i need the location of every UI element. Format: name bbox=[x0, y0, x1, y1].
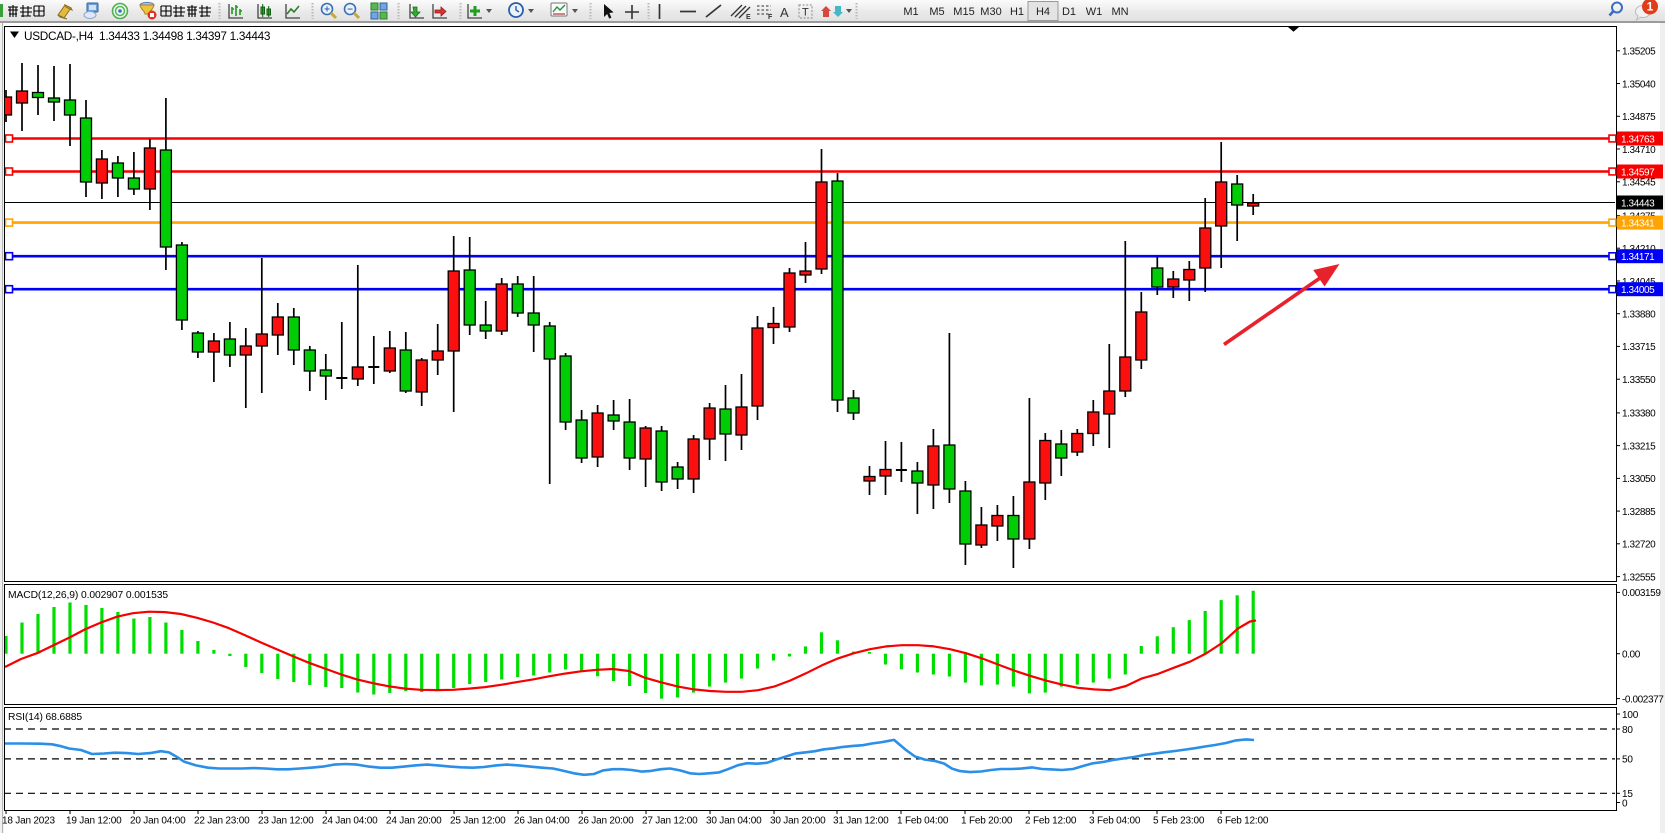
svg-text:M15: M15 bbox=[953, 6, 974, 18]
svg-text:1.35040: 1.35040 bbox=[1622, 79, 1656, 90]
svg-text:20 Jan 04:00: 20 Jan 04:00 bbox=[130, 816, 186, 827]
svg-text:T: T bbox=[802, 7, 809, 19]
svg-text:1 Feb 20:00: 1 Feb 20:00 bbox=[961, 816, 1013, 827]
svg-text:30 Jan 04:00: 30 Jan 04:00 bbox=[706, 816, 762, 827]
svg-text:1.33550: 1.33550 bbox=[1622, 375, 1656, 386]
svg-text:26 Jan 04:00: 26 Jan 04:00 bbox=[514, 816, 570, 827]
svg-text:1.34171: 1.34171 bbox=[1621, 252, 1655, 263]
svg-text:0: 0 bbox=[1622, 798, 1628, 809]
svg-text:MACD(12,26,9) 0.002907 0.00153: MACD(12,26,9) 0.002907 0.001535 bbox=[8, 590, 168, 601]
svg-text:E: E bbox=[746, 14, 751, 21]
svg-text:80: 80 bbox=[1622, 725, 1633, 736]
svg-text:-0.002377: -0.002377 bbox=[1622, 694, 1664, 705]
svg-text:5 Feb 23:00: 5 Feb 23:00 bbox=[1153, 816, 1205, 827]
svg-text:18 Jan 2023: 18 Jan 2023 bbox=[2, 816, 55, 827]
svg-text:1.34005: 1.34005 bbox=[1621, 285, 1655, 296]
svg-text:1.35205: 1.35205 bbox=[1622, 47, 1656, 58]
svg-text:M30: M30 bbox=[980, 6, 1001, 18]
svg-text:MN: MN bbox=[1111, 6, 1128, 18]
svg-text:27 Jan 12:00: 27 Jan 12:00 bbox=[642, 816, 698, 827]
svg-text:+: + bbox=[324, 5, 330, 16]
svg-text:D1: D1 bbox=[1062, 6, 1076, 18]
svg-text:1 Feb 04:00: 1 Feb 04:00 bbox=[897, 816, 949, 827]
svg-text:1.34710: 1.34710 bbox=[1622, 145, 1656, 156]
svg-text:100: 100 bbox=[1622, 710, 1639, 721]
svg-text:23 Jan 12:00: 23 Jan 12:00 bbox=[258, 816, 314, 827]
svg-text:15: 15 bbox=[1622, 789, 1633, 800]
svg-text:M1: M1 bbox=[903, 6, 918, 18]
svg-text:26 Jan 20:00: 26 Jan 20:00 bbox=[578, 816, 634, 827]
svg-text:H4: H4 bbox=[1036, 6, 1050, 18]
svg-text:H1: H1 bbox=[1010, 6, 1024, 18]
svg-text:F: F bbox=[768, 14, 773, 21]
svg-text:25 Jan 12:00: 25 Jan 12:00 bbox=[450, 816, 506, 827]
svg-text:31 Jan 12:00: 31 Jan 12:00 bbox=[833, 816, 889, 827]
svg-text:1.32720: 1.32720 bbox=[1622, 540, 1656, 551]
svg-text:24 Jan 20:00: 24 Jan 20:00 bbox=[386, 816, 442, 827]
svg-text:1.33880: 1.33880 bbox=[1622, 310, 1656, 321]
svg-text:2 Feb 12:00: 2 Feb 12:00 bbox=[1025, 816, 1077, 827]
svg-text:1.33715: 1.33715 bbox=[1622, 342, 1656, 353]
svg-text:USDCAD-,H4 1.34433 1.34498 1.: USDCAD-,H4 1.34433 1.34498 1.34397 1.344… bbox=[24, 29, 271, 43]
svg-text:1.34443: 1.34443 bbox=[1621, 198, 1655, 209]
svg-text:1.34341: 1.34341 bbox=[1621, 218, 1655, 229]
svg-text:M5: M5 bbox=[929, 6, 944, 18]
svg-text:1.34597: 1.34597 bbox=[1621, 167, 1655, 178]
svg-text:3 Feb 04:00: 3 Feb 04:00 bbox=[1089, 816, 1141, 827]
svg-text:1.34545: 1.34545 bbox=[1622, 178, 1656, 189]
svg-text:1: 1 bbox=[1647, 0, 1654, 14]
svg-text:6 Feb 12:00: 6 Feb 12:00 bbox=[1217, 816, 1269, 827]
svg-text:1.32555: 1.32555 bbox=[1622, 572, 1656, 583]
svg-text:1.33050: 1.33050 bbox=[1622, 474, 1656, 485]
svg-text:1.32885: 1.32885 bbox=[1622, 507, 1656, 518]
svg-text:RSI(14) 68.6885: RSI(14) 68.6885 bbox=[8, 712, 82, 723]
svg-text:1.34763: 1.34763 bbox=[1621, 134, 1655, 145]
svg-text:A: A bbox=[780, 5, 789, 20]
svg-text:−: − bbox=[347, 5, 353, 16]
svg-text:1.33215: 1.33215 bbox=[1622, 441, 1656, 452]
svg-text:1.34875: 1.34875 bbox=[1622, 112, 1656, 123]
svg-text:24 Jan 04:00: 24 Jan 04:00 bbox=[322, 816, 378, 827]
svg-text:30 Jan 20:00: 30 Jan 20:00 bbox=[770, 816, 826, 827]
svg-text:50: 50 bbox=[1622, 755, 1633, 766]
svg-text:W1: W1 bbox=[1086, 6, 1103, 18]
svg-text:1.33380: 1.33380 bbox=[1622, 409, 1656, 420]
svg-text:0.003159: 0.003159 bbox=[1622, 588, 1661, 599]
svg-text:22 Jan 23:00: 22 Jan 23:00 bbox=[194, 816, 250, 827]
svg-text:19 Jan 12:00: 19 Jan 12:00 bbox=[66, 816, 122, 827]
svg-text:0.00: 0.00 bbox=[1622, 650, 1641, 661]
